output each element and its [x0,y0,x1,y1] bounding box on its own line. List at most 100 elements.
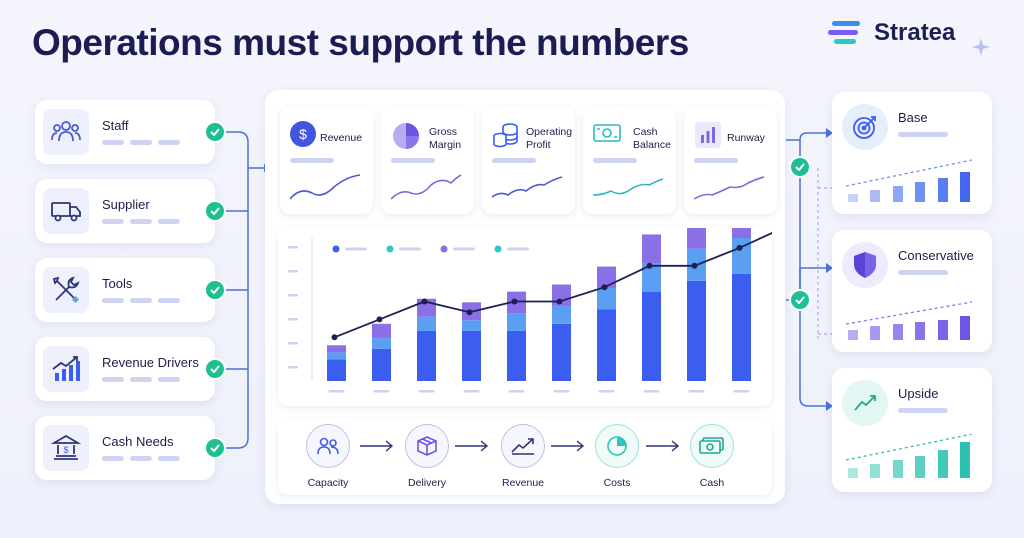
kpi-card-runway[interactable]: Runway [684,107,777,214]
y-tick-placeholder [288,318,298,321]
x-tick-placeholder [688,390,705,393]
bar-segment [327,359,346,381]
flow-step-costs[interactable]: Costs [582,424,652,489]
legend-marker [386,245,394,253]
flow-label: Cash [699,477,725,489]
kpi-card-gross-margin[interactable]: Gross Margin [381,107,474,214]
x-tick-placeholder [598,390,615,393]
placeholder-bar [391,158,435,163]
placeholder-bar [898,408,948,413]
kpi-label: Gross Margin [429,126,462,151]
sparkline [391,174,462,200]
check-icon [206,439,224,457]
bar-segment [327,352,346,360]
scenario-bars [845,301,973,340]
pie-icon [393,123,419,149]
kpi-card-cash-balance[interactable]: Cash Balance [583,107,676,214]
page-title: Operations must support the numbers [32,22,689,63]
scenario-card-conservative[interactable]: Conservative [832,230,992,352]
trend-icon [501,424,545,468]
kpi-card-operating-profit[interactable]: Operating Profit [482,107,575,214]
line-point [691,262,698,269]
people-icon [43,109,89,155]
shield-icon [842,242,888,288]
bar-segment [687,216,706,249]
bar-segment [462,330,481,381]
bar-segment [642,263,661,292]
sparkline [694,176,765,200]
x-tick-placeholder [373,390,390,393]
y-tick-placeholder [288,366,298,369]
check-icon [206,123,224,141]
scenario-bars [845,159,973,202]
y-tick-placeholder [288,342,298,345]
flow-step-revenue[interactable]: Revenue [488,424,558,489]
bar-segment [732,202,751,238]
placeholder-bar [898,132,948,137]
legend-marker [332,245,340,253]
input-label: Cash Needs [102,434,174,449]
input-card-cash-needs[interactable]: $ Cash Needs [35,416,215,480]
placeholder-bar [898,270,948,275]
arrow-right-icon [551,440,585,452]
line-point [736,244,743,251]
trend-up-icon [842,380,888,426]
kpi-label: Runway [727,132,765,144]
bar-segment [597,266,616,289]
line-point [511,298,518,305]
input-card-staff[interactable]: Staff [35,100,215,164]
bar-segment [552,323,571,381]
target-icon [842,104,888,150]
scenario-card-upside[interactable]: Upside [832,368,992,492]
scenario-bars [845,434,973,478]
legend-placeholder [507,247,529,251]
sparkline [492,176,563,198]
placeholder-bars [102,219,180,224]
box-icon [405,424,449,468]
x-tick-placeholder [733,390,750,393]
y-tick-placeholder [288,270,298,273]
flow-step-capacity[interactable]: Capacity [293,424,363,489]
y-tick-placeholder [288,246,298,249]
bar-segment [417,316,436,331]
flow-step-delivery[interactable]: Delivery [392,424,462,489]
scenario-label: Base [898,110,928,125]
flow-label: Capacity [307,477,349,489]
dollar-icon: $ [290,121,316,147]
placeholder-bars [102,298,180,303]
input-card-tools[interactable]: Tools [35,258,215,322]
logo-mark-icon [828,21,860,44]
pie-icon [595,424,639,468]
x-tick-placeholder [553,390,570,393]
bar-segment [552,305,571,324]
coins-icon [493,123,518,148]
input-card-revenue-drivers[interactable]: Revenue Drivers [35,337,215,401]
bar-segment [642,291,661,381]
bar-segment [732,273,751,381]
flow-label: Delivery [408,477,446,489]
people-icon [306,424,350,468]
bar-segment [687,280,706,381]
scenario-card-base[interactable]: Base [832,92,992,214]
bar-segment [507,313,526,331]
brand-logo: Stratea [826,18,955,48]
bar-chart-icon [695,122,721,148]
x-tick-placeholder [463,390,480,393]
cash-icon [593,124,621,142]
flow-step-cash[interactable]: Cash [677,424,747,489]
input-card-supplier[interactable]: Supplier [35,179,215,243]
input-label: Supplier [102,197,150,212]
kpi-card-revenue[interactable]: $ Revenue [280,107,373,214]
legend-marker [494,245,502,253]
svg-text:$: $ [299,126,307,142]
legend-placeholder [345,247,367,251]
legend-placeholder [399,247,421,251]
bar-segment [462,320,481,331]
line-point [331,334,338,341]
bar-segment [327,345,346,353]
placeholder-bar [290,158,334,163]
bar-segment [372,348,391,381]
arrow-right-icon [646,440,680,452]
flow-label: Costs [603,477,631,489]
line-point [601,284,608,291]
